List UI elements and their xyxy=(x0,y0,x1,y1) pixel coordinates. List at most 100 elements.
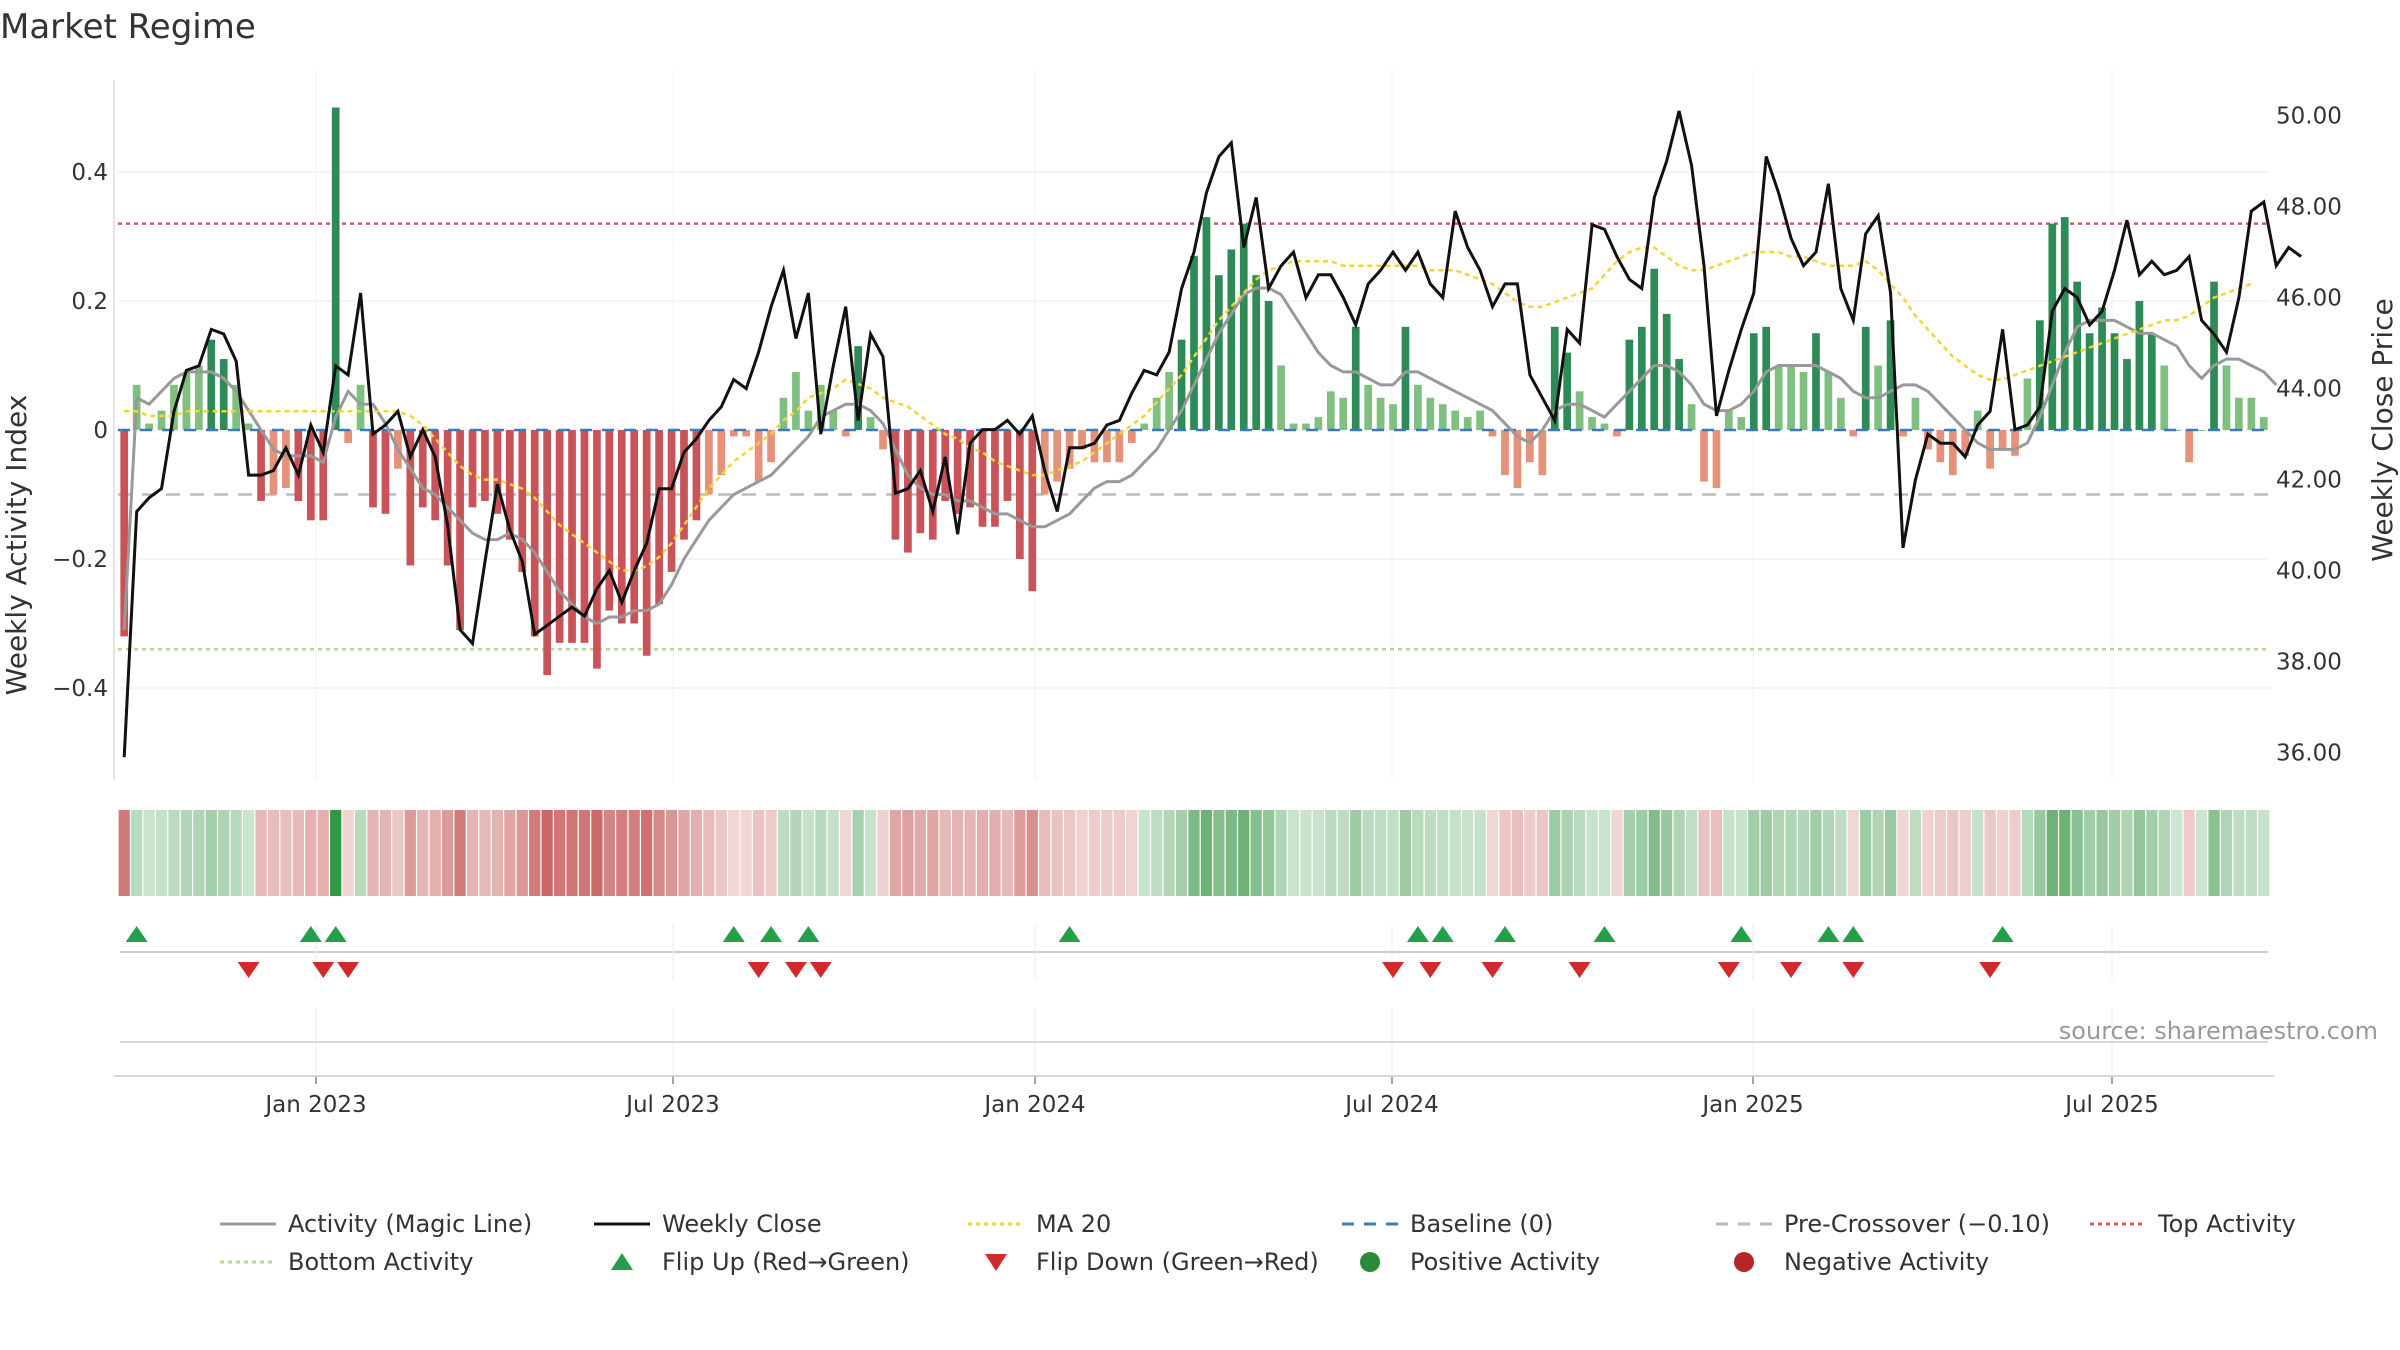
regime-cell xyxy=(790,810,802,896)
flip-down-marker xyxy=(1842,962,1865,978)
activity-bar xyxy=(2235,397,2243,430)
regime-cell xyxy=(2108,810,2121,896)
regime-cell xyxy=(118,810,130,896)
legend-label: Baseline (0) xyxy=(1410,1210,1553,1238)
flip-down-marker xyxy=(237,962,260,978)
regime-cell xyxy=(392,810,404,896)
activity-bar xyxy=(953,430,962,514)
legend-item: Pre-Crossover (−0.10) xyxy=(1716,1210,2050,1238)
activity-bar xyxy=(1152,397,1161,430)
regime-cell xyxy=(2171,810,2183,896)
regime-cell xyxy=(653,810,665,896)
regime-cell xyxy=(1661,810,1673,896)
activity-bar xyxy=(1488,430,1497,437)
activity-bar xyxy=(1028,430,1037,592)
activity-bar xyxy=(2036,320,2044,430)
activity-bar xyxy=(1127,430,1136,443)
regime-cell xyxy=(1598,810,1611,896)
regime-cell xyxy=(1822,810,1835,896)
activity-bar xyxy=(1675,359,1683,430)
legend-item: Positive Activity xyxy=(1360,1248,1600,1276)
legend-item: Activity (Magic Line) xyxy=(220,1210,532,1238)
activity-bar xyxy=(1140,423,1149,430)
regime-cell xyxy=(927,810,939,896)
x-tick: Jul 2025 xyxy=(2063,1092,2159,1118)
activity-bar xyxy=(2023,378,2032,430)
activity-bar xyxy=(1948,430,1957,476)
regime-cell xyxy=(1648,810,1660,896)
activity-bar xyxy=(543,430,552,676)
regime-cell xyxy=(2133,810,2146,896)
regime-cell xyxy=(1350,810,1362,896)
activity-bar xyxy=(481,430,489,501)
activity-bar xyxy=(1165,371,1173,430)
activity-bar xyxy=(2210,281,2218,430)
regime-cell xyxy=(354,810,367,896)
flip-down-marker xyxy=(1717,962,1740,978)
regime-cell xyxy=(1051,810,1063,896)
regime-cell xyxy=(442,810,454,896)
activity-bar xyxy=(1911,397,1920,430)
legend-item: Flip Down (Green→Red) xyxy=(985,1248,1319,1276)
flip-up-marker xyxy=(1730,926,1753,942)
y-right-tick: 40.00 xyxy=(2276,559,2342,585)
regime-cell xyxy=(591,810,603,896)
activity-bar xyxy=(493,430,502,514)
y-right-tick: 38.00 xyxy=(2276,650,2342,676)
regime-cell xyxy=(1486,810,1499,896)
regime-cell xyxy=(1462,810,1474,896)
activity-bar xyxy=(1725,410,1733,430)
activity-bar xyxy=(580,430,589,643)
regime-cell xyxy=(1001,810,1014,896)
activity-bar xyxy=(431,430,440,521)
regime-cell xyxy=(317,810,329,896)
regime-cell xyxy=(1200,810,1213,896)
regime-cell xyxy=(678,810,690,896)
flip-down-marker xyxy=(784,962,807,978)
regime-cell xyxy=(1175,810,1188,896)
activity-bar xyxy=(269,430,278,495)
activity-bar xyxy=(1575,391,1584,430)
y-right-tick: 46.00 xyxy=(2276,286,2342,312)
legend-swatch xyxy=(611,1253,633,1270)
activity-bar xyxy=(804,410,813,430)
regime-cell xyxy=(516,810,528,896)
activity-bar xyxy=(1103,430,1111,463)
regime-cell xyxy=(765,810,777,896)
regime-cell xyxy=(180,810,193,896)
x-tick: Jul 2023 xyxy=(624,1092,720,1118)
activity-bar xyxy=(2160,365,2169,430)
activity-bar xyxy=(1550,326,1559,430)
flip-up-marker xyxy=(760,926,783,942)
regime-cell xyxy=(1474,810,1486,896)
regime-cell xyxy=(1636,810,1648,896)
series-lines xyxy=(122,110,2302,758)
activity-bar xyxy=(779,397,788,430)
flip-up-marker xyxy=(1593,926,1616,942)
activity-bar xyxy=(1289,423,1298,430)
regime-cell xyxy=(1760,810,1772,896)
activity-bar xyxy=(1476,410,1484,430)
activity-bar xyxy=(1339,397,1348,430)
legend-label: Pre-Crossover (−0.10) xyxy=(1784,1210,2050,1238)
activity-bar xyxy=(1849,430,1858,437)
activity-bar xyxy=(2073,281,2082,430)
regime-cell xyxy=(504,810,516,896)
activity-bar xyxy=(207,339,216,430)
activity-bar xyxy=(2085,333,2094,430)
activity-bar xyxy=(244,423,253,430)
activity-bar xyxy=(120,430,129,637)
regime-cell xyxy=(255,810,267,896)
flip-down-marker xyxy=(1419,962,1442,978)
flip-up-marker xyxy=(299,926,322,942)
activity-bar xyxy=(767,430,775,463)
activity-bar xyxy=(916,430,925,534)
activity-bar xyxy=(729,430,738,437)
regime-cell xyxy=(1374,810,1387,896)
regime-cell xyxy=(1151,810,1163,896)
activity-bar xyxy=(1700,430,1708,482)
activity-bar xyxy=(1836,397,1845,430)
regime-cell xyxy=(777,810,790,896)
activity-bar xyxy=(2110,333,2119,430)
activity-bar xyxy=(1774,365,1783,430)
